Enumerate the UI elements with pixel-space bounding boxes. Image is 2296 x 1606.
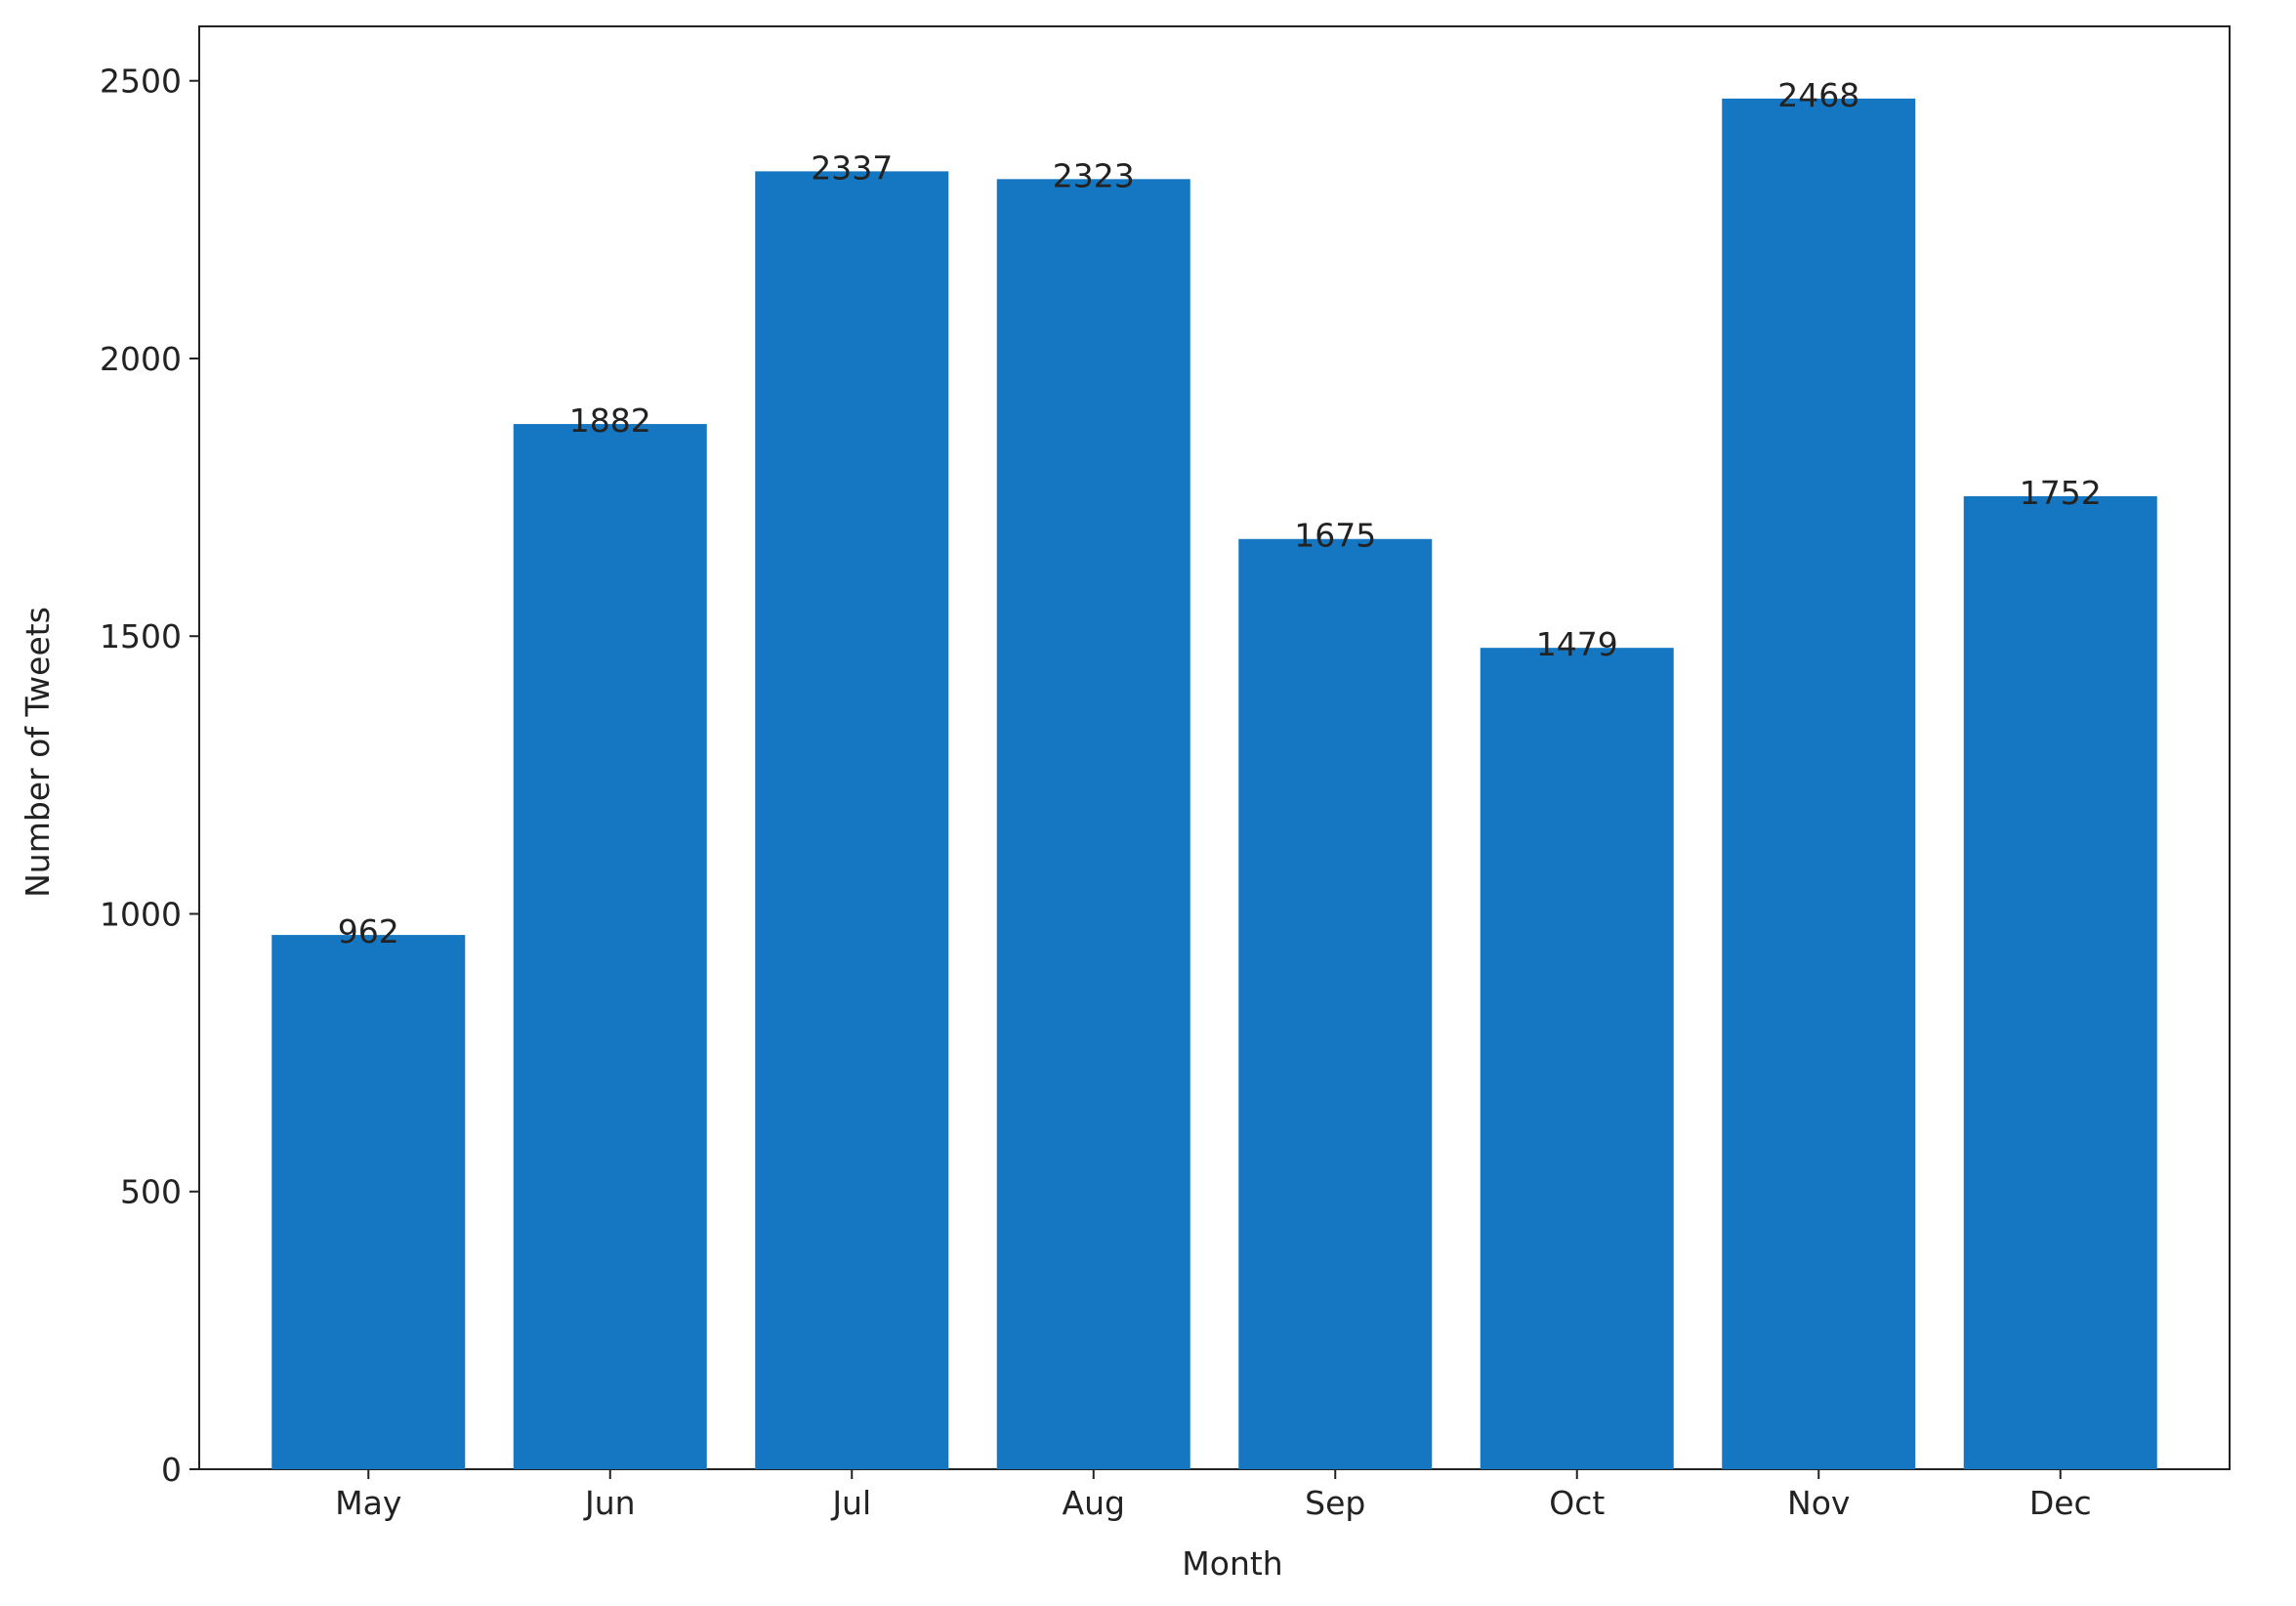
bar [1963,495,2157,1470]
plot-frame [198,25,2231,1470]
x-tick-label: Sep [1305,1484,1365,1522]
x-tick-label: Jun [583,1484,636,1522]
bar [513,424,707,1470]
data-label: 1752 [2020,474,2102,512]
y-tick-label: 1500 [100,617,182,655]
x-tick-label: Dec [2029,1484,2092,1522]
data-label: 1479 [1536,625,1618,663]
data-label: 2337 [811,148,893,187]
y-tick-label: 2000 [100,340,182,378]
x-tick-label: Nov [1787,1484,1850,1522]
x-tick-label: Jul [830,1484,871,1522]
y-tick-label: 0 [161,1451,182,1489]
data-label: 2323 [1053,156,1135,194]
x-tick-label: May [335,1484,401,1522]
data-label: 962 [338,912,399,951]
bar [755,171,949,1470]
x-tick-label: Aug [1063,1484,1125,1522]
data-label: 1882 [569,402,651,440]
data-label: 2468 [1777,76,1859,114]
x-axis-label: Month [1182,1544,1282,1583]
bar [1480,648,1674,1469]
data-label: 1675 [1294,517,1376,555]
bar [996,179,1190,1469]
y-axis-label: Number of Tweets [19,607,57,898]
y-tick-label: 1000 [100,895,182,933]
bar [1722,98,1916,1469]
x-tick-label: Oct [1549,1484,1605,1522]
y-tick-label: 500 [120,1173,182,1211]
bar [271,935,466,1469]
y-tick-label: 2500 [100,63,182,101]
bar [1238,538,1433,1469]
